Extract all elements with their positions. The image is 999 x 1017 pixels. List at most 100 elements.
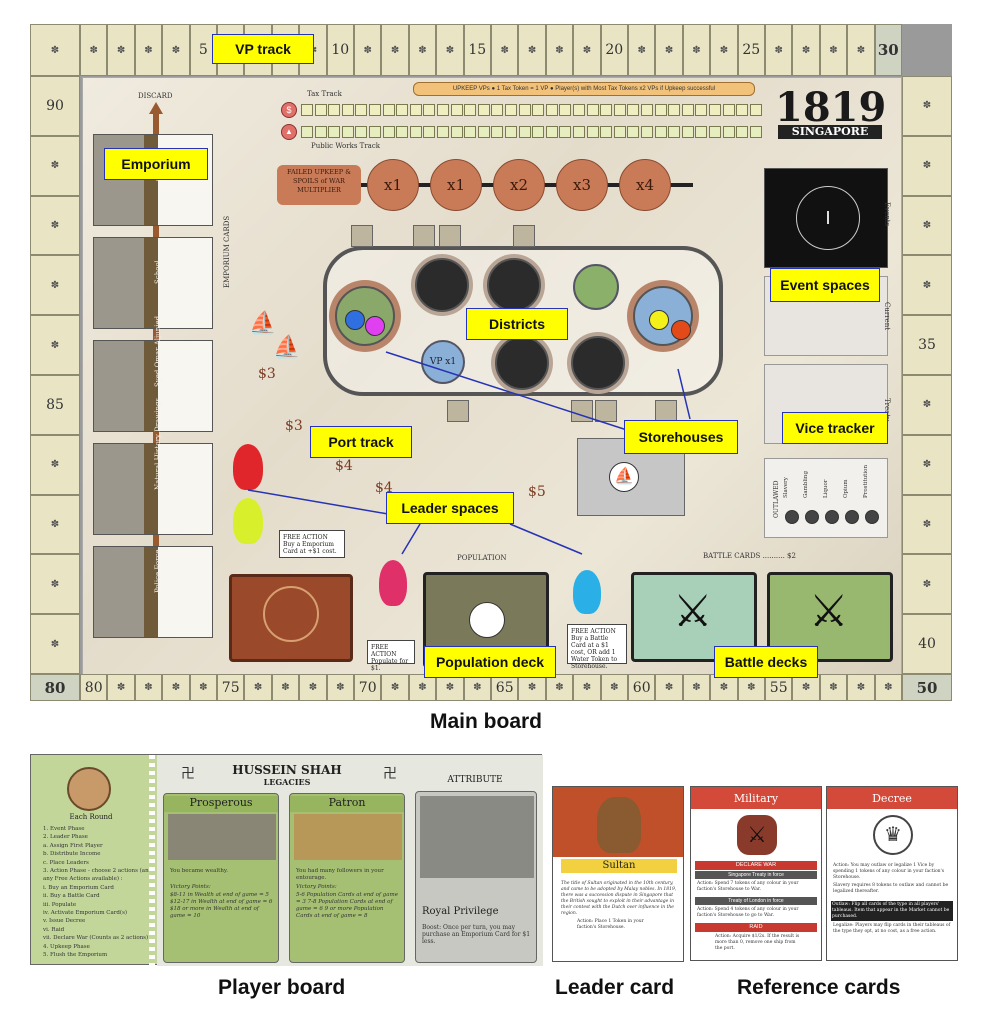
vp-space[interactable]: ✽ bbox=[765, 24, 793, 76]
vp-space[interactable]: 30 bbox=[874, 24, 902, 76]
vp-space[interactable]: ✽ bbox=[518, 24, 546, 76]
district-token-blue[interactable] bbox=[345, 310, 365, 330]
storehouse-tile[interactable] bbox=[413, 225, 435, 247]
attribute-card[interactable]: Royal Privilege Boost: Once per turn, yo… bbox=[415, 791, 537, 963]
vp-space[interactable]: ✽ bbox=[30, 434, 80, 495]
storehouse-tile[interactable] bbox=[513, 225, 535, 247]
track-slot[interactable] bbox=[749, 104, 762, 116]
vp-space[interactable]: ✽ bbox=[271, 674, 300, 701]
track-slot[interactable] bbox=[532, 126, 545, 138]
track-slot[interactable] bbox=[627, 104, 640, 116]
vp-space[interactable]: 20 bbox=[600, 24, 628, 76]
track-slot[interactable] bbox=[382, 126, 395, 138]
reference-card-decree[interactable]: Decree ♛ Action: You may outlaw or legal… bbox=[826, 786, 958, 961]
track-slot[interactable] bbox=[369, 126, 381, 138]
vp-space[interactable]: ✽ bbox=[30, 135, 80, 196]
track-slot[interactable] bbox=[450, 104, 463, 116]
vp-space[interactable]: 10 bbox=[326, 24, 354, 76]
track-slot[interactable] bbox=[423, 104, 436, 116]
vice-slot[interactable] bbox=[785, 510, 799, 524]
vp-space[interactable]: ✽ bbox=[545, 24, 574, 76]
track-slot[interactable] bbox=[722, 104, 735, 116]
emporium-card[interactable]: Natural History Drawings bbox=[93, 398, 213, 535]
track-slot[interactable] bbox=[559, 126, 572, 138]
track-slot[interactable] bbox=[613, 126, 626, 138]
track-slot[interactable] bbox=[491, 126, 504, 138]
multiplier-space[interactable]: x3 bbox=[556, 159, 608, 211]
district-token-red[interactable] bbox=[671, 320, 691, 340]
track-slot[interactable] bbox=[301, 126, 313, 138]
track-slot[interactable] bbox=[437, 126, 449, 138]
ship-icon[interactable]: ⛵ bbox=[249, 310, 277, 335]
vp-space[interactable]: ✽ bbox=[600, 674, 628, 701]
track-slot[interactable] bbox=[641, 104, 653, 116]
leader-pawn-red[interactable] bbox=[233, 444, 263, 490]
leader-pawn-pink[interactable] bbox=[379, 560, 407, 606]
vp-space[interactable]: ✽ bbox=[408, 24, 437, 76]
vp-space[interactable]: 80 bbox=[80, 674, 108, 701]
track-slot[interactable] bbox=[654, 104, 667, 116]
vp-space[interactable]: ✽ bbox=[134, 674, 163, 701]
vp-space[interactable]: ✽ bbox=[30, 24, 80, 76]
vp-space[interactable]: ✽ bbox=[107, 674, 135, 701]
multiplier-space[interactable]: x1 bbox=[430, 159, 482, 211]
vp-space[interactable]: 40 bbox=[902, 614, 952, 674]
track-slot[interactable] bbox=[709, 126, 721, 138]
vp-space[interactable]: ✽ bbox=[902, 375, 952, 435]
legacy-card-patron[interactable]: Patron You had many followers in your en… bbox=[289, 793, 405, 963]
vp-space[interactable]: ✽ bbox=[573, 674, 601, 701]
vp-space[interactable]: ✽ bbox=[299, 674, 327, 701]
vp-space[interactable]: ✽ bbox=[381, 674, 409, 701]
track-slot[interactable] bbox=[396, 104, 409, 116]
multiplier-space[interactable]: x1 bbox=[367, 159, 419, 211]
vp-space[interactable]: ✽ bbox=[655, 24, 683, 76]
vp-space[interactable]: 55 bbox=[765, 674, 793, 701]
track-slot[interactable] bbox=[668, 104, 681, 116]
track-slot[interactable] bbox=[477, 104, 490, 116]
vp-space[interactable]: ✽ bbox=[30, 554, 80, 615]
district-green-flipped[interactable] bbox=[573, 264, 619, 310]
track-slot[interactable] bbox=[586, 104, 599, 116]
vice-slot[interactable] bbox=[805, 510, 819, 524]
track-slot[interactable] bbox=[505, 126, 517, 138]
vp-space[interactable]: ✽ bbox=[847, 24, 875, 76]
emporium-card[interactable]: School bbox=[93, 237, 213, 329]
vp-space[interactable]: ✽ bbox=[902, 554, 952, 615]
track-slot[interactable] bbox=[613, 104, 626, 116]
track-slot[interactable] bbox=[477, 126, 490, 138]
vp-space[interactable]: ✽ bbox=[491, 24, 519, 76]
track-slot[interactable] bbox=[369, 104, 381, 116]
district-black-3[interactable] bbox=[495, 336, 549, 390]
vp-space[interactable]: ✽ bbox=[902, 494, 952, 555]
track-slot[interactable] bbox=[464, 104, 477, 116]
vp-space[interactable]: ✽ bbox=[463, 674, 491, 701]
vp-space[interactable]: ✽ bbox=[30, 494, 80, 555]
vp-space[interactable]: ✽ bbox=[30, 315, 80, 375]
vp-space[interactable]: ✽ bbox=[107, 24, 135, 76]
district-token-yellow[interactable] bbox=[649, 310, 669, 330]
track-slot[interactable] bbox=[355, 126, 368, 138]
track-slot[interactable] bbox=[668, 126, 681, 138]
vp-space[interactable]: ✽ bbox=[902, 135, 952, 196]
track-slot[interactable] bbox=[532, 104, 545, 116]
ship-icon[interactable]: ⛵ bbox=[273, 334, 301, 359]
vp-space[interactable]: ✽ bbox=[30, 195, 80, 256]
emporium-card[interactable]: Police Force bbox=[93, 546, 213, 638]
vice-slot[interactable] bbox=[865, 510, 879, 524]
track-slot[interactable] bbox=[518, 126, 531, 138]
track-slot[interactable] bbox=[681, 126, 694, 138]
district-black-1[interactable] bbox=[415, 258, 469, 312]
storehouse-tile[interactable] bbox=[595, 400, 617, 422]
vp-space[interactable]: ✽ bbox=[902, 255, 952, 316]
track-slot[interactable] bbox=[505, 104, 517, 116]
track-slot[interactable] bbox=[641, 126, 653, 138]
track-slot[interactable] bbox=[736, 104, 749, 116]
leader-card[interactable]: Sultan The title of Sultan originated in… bbox=[552, 786, 684, 962]
track-slot[interactable] bbox=[573, 126, 585, 138]
track-slot[interactable] bbox=[600, 126, 613, 138]
track-slot[interactable] bbox=[736, 126, 749, 138]
track-slot[interactable] bbox=[545, 126, 558, 138]
vp-space[interactable]: 75 bbox=[217, 674, 245, 701]
vp-space[interactable]: ✽ bbox=[902, 195, 952, 256]
track-slot[interactable] bbox=[518, 104, 531, 116]
